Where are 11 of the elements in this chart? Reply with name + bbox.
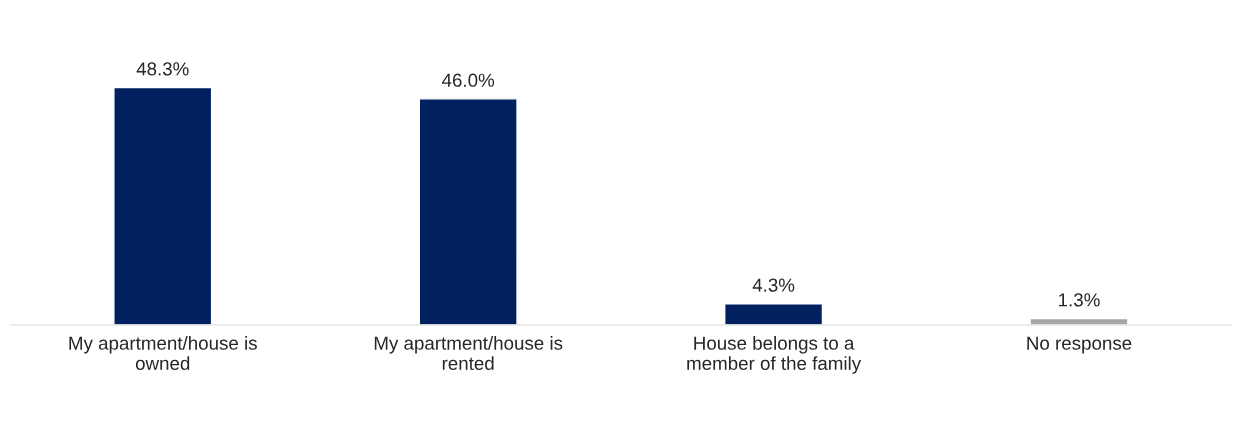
data-label: 48.3% <box>136 62 189 76</box>
x-tick-label: My apartment/house is rented <box>374 336 563 371</box>
data-label: 46.0% <box>442 73 495 87</box>
bar <box>113 86 213 325</box>
x-tick-label: No response <box>1027 336 1132 354</box>
data-label: 1.3% <box>1059 293 1100 307</box>
x-tick-label: House belongs to a member of the family <box>687 336 862 374</box>
x-tick-label: My apartment/house is owned <box>69 336 257 371</box>
bar <box>724 303 824 325</box>
bar <box>418 98 518 325</box>
data-label: 4.3% <box>752 278 795 292</box>
